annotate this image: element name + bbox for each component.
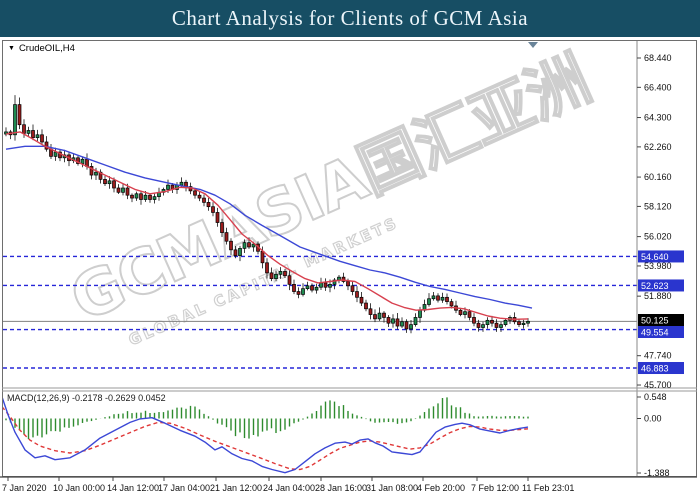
symbol-label: CrudeOIL,H4 — [18, 43, 75, 54]
symbol-dropdown-icon[interactable]: ▼ — [8, 45, 15, 52]
svg-text:11 Feb 23:01: 11 Feb 23:01 — [522, 483, 574, 493]
price-badge[interactable] — [638, 314, 684, 326]
svg-text:56.020: 56.020 — [644, 232, 672, 242]
svg-text:58.120: 58.120 — [644, 201, 672, 211]
price-axis: 68.440 66.400 64.300 62.260 60.160 58.120 56.0… — [637, 53, 672, 478]
svg-text:49.554: 49.554 — [641, 328, 669, 338]
candles-group — [4, 95, 530, 334]
level-lines[interactable] — [3, 255, 637, 369]
page-title: Chart Analysis for Clients of GCM Asia — [171, 6, 529, 30]
svg-text:52.623: 52.623 — [641, 281, 669, 291]
price-level-badges[interactable]: 54.640 52.623 50.125 49.554 46.883 — [638, 250, 684, 375]
macd-main-line — [3, 397, 529, 474]
svg-text:66.400: 66.400 — [644, 82, 672, 92]
svg-text:17 Jan 04:00: 17 Jan 04:00 — [158, 483, 210, 493]
macd-signal-line — [3, 406, 529, 471]
price-badge[interactable] — [638, 279, 684, 292]
title-bar: Chart Analysis for Clients of GCM Asia — [0, 0, 700, 37]
svg-text:50.125: 50.125 — [641, 316, 669, 326]
svg-text:10 Jan 00:00: 10 Jan 00:00 — [53, 483, 105, 493]
chart-shift-icon[interactable] — [528, 42, 538, 48]
svg-text:7 Jan 2020: 7 Jan 2020 — [2, 483, 47, 493]
svg-text:47.740: 47.740 — [644, 351, 672, 361]
svg-text:31 Jan 08:00: 31 Jan 08:00 — [366, 483, 418, 493]
macd-indicator-label: MACD(12,26,9) -0.2178 -0.2629 0.0452 — [7, 393, 166, 403]
svg-text:53.980: 53.980 — [644, 261, 672, 271]
ma-fast-line — [5, 131, 529, 320]
price-badge[interactable] — [638, 250, 684, 263]
svg-text:54.640: 54.640 — [641, 252, 669, 262]
price-badge[interactable] — [638, 362, 684, 375]
svg-text:0.548: 0.548 — [644, 392, 667, 402]
svg-text:0.00: 0.00 — [644, 414, 662, 424]
svg-text:46.883: 46.883 — [641, 364, 669, 374]
svg-text:68.440: 68.440 — [644, 53, 672, 63]
svg-text:24 Jan 04:00: 24 Jan 04:00 — [263, 483, 315, 493]
ma-slow-line — [5, 145, 533, 309]
macd-histogram — [5, 397, 529, 440]
chart-window — [2, 40, 697, 477]
svg-text:7 Feb 12:00: 7 Feb 12:00 — [471, 483, 519, 493]
svg-text:28 Jan 16:00: 28 Jan 16:00 — [315, 483, 367, 493]
svg-text:60.160: 60.160 — [644, 172, 672, 182]
svg-text:21 Jan 12:00: 21 Jan 12:00 — [210, 483, 262, 493]
svg-text:4 Feb 20:00: 4 Feb 20:00 — [417, 483, 465, 493]
svg-text:45.700: 45.700 — [644, 380, 672, 390]
svg-text:62.260: 62.260 — [644, 142, 672, 152]
symbol-selector[interactable]: ▼ CrudeOIL,H4 — [8, 43, 75, 54]
price-badge[interactable] — [638, 326, 684, 338]
svg-text:14 Jan 12:00: 14 Jan 12:00 — [107, 483, 159, 493]
svg-text:64.300: 64.300 — [644, 113, 672, 123]
svg-text:-1.388: -1.388 — [644, 468, 670, 478]
svg-text:51.880: 51.880 — [644, 291, 672, 301]
